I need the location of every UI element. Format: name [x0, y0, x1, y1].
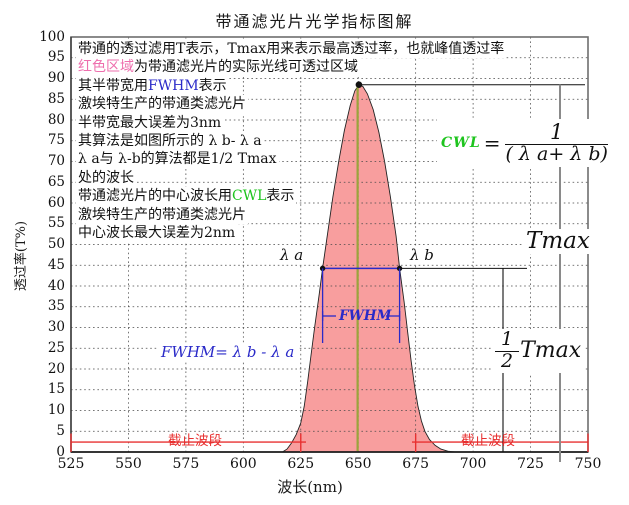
note-segment: 表示	[266, 188, 295, 205]
x-tick-label-700: 700	[459, 456, 487, 472]
note-line-5: 半带宽最大误差为3nm	[76, 113, 224, 133]
y-tick-label-20: 20	[47, 360, 65, 377]
note-segment: 表示	[198, 77, 227, 94]
x-tick-label-725: 725	[517, 456, 544, 472]
x-tick-label-600: 600	[229, 456, 257, 472]
x-tick-label-525: 525	[57, 456, 85, 472]
x-tick-label-575: 575	[172, 456, 200, 472]
cwl-fraction: 1 ( λ a+ λ b)	[505, 120, 608, 166]
y-tick-label-5: 5	[56, 422, 65, 439]
note-segment: 带通的透过滤用T表示，Tmax用来表示最高透过率，也就峰值透过率	[78, 41, 505, 57]
y-tick-label-100: 100	[39, 28, 65, 45]
note-segment: λ a与 λ-b的算法都是1/2 Tmax	[78, 151, 277, 168]
note-line-9: 带通滤光片的中心波长用CWL表示	[76, 187, 297, 206]
note-line-8: 处的波长	[76, 168, 136, 188]
y-tick-label-10: 10	[47, 402, 65, 418]
note-line-11: 中心波长最大误差为2nm	[76, 224, 238, 243]
note-line-10: 激埃特生产的带通类滤光片	[76, 205, 248, 225]
y-tick-label-0: 0	[56, 443, 65, 460]
half-tmax-label: 1 2 Tmax	[492, 329, 585, 373]
peak-marker	[355, 81, 363, 89]
note-line-2: 红色区域为带通滤光片的实际光线可透过区域	[76, 58, 360, 77]
note-segment: 为带通滤光片的实际光线可透过区域	[134, 59, 358, 76]
note-segment: 激埃特生产的带通类滤光片	[78, 96, 246, 113]
tmax-label: Tmax	[523, 229, 593, 254]
y-tick-label-65: 65	[47, 173, 65, 190]
note-segment: 红色区域	[78, 59, 134, 76]
x-tick-label-675: 675	[402, 456, 430, 472]
fwhm-formula: FWHM= λ b - λ a	[158, 343, 298, 361]
y-tick-label-25: 25	[47, 339, 65, 356]
lambda-a-label: λ a	[278, 246, 306, 264]
note-line-7: λ a与 λ-b的算法都是1/2 Tmax	[76, 150, 279, 169]
x-tick-label-625: 625	[287, 456, 315, 472]
note-segment: 其半带宽用	[78, 77, 148, 94]
note-segment: CWL	[232, 188, 267, 205]
y-tick-label-30: 30	[47, 319, 65, 335]
note-segment: 带通滤光片的中心波长用	[78, 188, 232, 205]
y-tick-label-15: 15	[47, 381, 65, 398]
note-segment: FWHM	[148, 77, 199, 94]
half-fraction: 1 2	[495, 329, 520, 372]
cutoff-band-label-right: 截止波段	[461, 433, 515, 450]
cwl-formula: CWL = 1 ( λ a+ λ b)	[437, 119, 612, 167]
y-tick-label-60: 60	[47, 194, 65, 211]
x-tick-label-550: 550	[115, 456, 142, 472]
x-tick-label-750: 750	[574, 456, 602, 472]
y-tick-label-75: 75	[47, 132, 65, 149]
y-tick-label-85: 85	[47, 90, 65, 107]
y-tick-label-40: 40	[47, 277, 65, 294]
y-tick-label-80: 80	[47, 111, 65, 128]
y-tick-label-35: 35	[47, 298, 65, 315]
y-axis-title: 透过率(T%)	[14, 220, 29, 292]
x-axis-title: 波长(nm)	[277, 478, 343, 496]
note-line-6: 其算法是如图所示的 λ b- λ a	[76, 132, 264, 151]
y-tick-label-45: 45	[47, 256, 65, 273]
y-tick-label-90: 90	[47, 70, 65, 86]
note-line-4: 激埃特生产的带通类滤光片	[76, 95, 248, 114]
note-segment: 激埃特生产的带通类滤光片	[78, 206, 246, 223]
y-tick-label-70: 70	[47, 153, 65, 169]
note-segment: 其算法是如图所示的 λ b- λ a	[78, 133, 262, 150]
note-line-3: 其半带宽用FWHM表示	[76, 76, 229, 96]
lambda-b-label: λ b	[408, 246, 436, 264]
note-segment: 半带宽最大误差为3nm	[78, 114, 222, 131]
notes-block: 带通的透过滤用T表示，Tmax用来表示最高透过率，也就峰值透过率 红色区域为带通滤…	[76, 40, 507, 243]
note-line-1: 带通的透过滤用T表示，Tmax用来表示最高透过率，也就峰值透过率	[76, 40, 507, 59]
fwhm-bracket-label: FWHM	[339, 308, 392, 324]
y-tick-label-95: 95	[47, 49, 65, 66]
y-tick-label-50: 50	[47, 236, 65, 252]
x-tick-label-650: 650	[344, 456, 372, 472]
note-segment: 处的波长	[78, 169, 134, 186]
cutoff-band-label-left: 截止波段	[168, 433, 222, 450]
page-title: 带通滤光片光学指标图解	[215, 12, 414, 31]
note-segment: 中心波长最大误差为2nm	[78, 225, 236, 242]
y-tick-label-55: 55	[47, 215, 65, 232]
